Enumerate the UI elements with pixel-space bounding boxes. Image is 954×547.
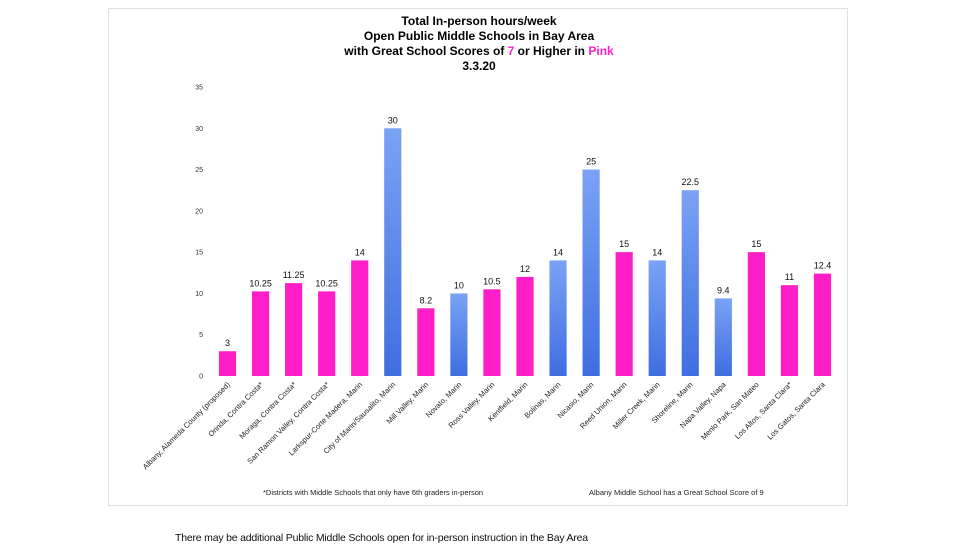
y-tick-label: 20	[195, 208, 203, 215]
chart-title-date: 3.3.20	[462, 59, 496, 73]
bar	[483, 289, 501, 376]
bar-value-label: 11	[785, 272, 794, 282]
category-label: Menlo Park, San Mateo	[699, 380, 761, 442]
bar	[318, 291, 336, 376]
bar	[615, 252, 633, 376]
category-label: Los Gatos, Santa Clara	[765, 379, 827, 441]
bar-value-label: 14	[355, 247, 365, 257]
bar-value-label: 25	[586, 157, 596, 167]
y-tick-label: 25	[195, 167, 203, 174]
bar-value-label: 11.25	[283, 270, 305, 280]
title-highlight-number: 7	[508, 44, 515, 58]
y-tick-label: 0	[199, 374, 203, 381]
chart-title-line-1: Total In-person hours/week	[401, 14, 556, 28]
bar-value-label: 10.25	[249, 278, 272, 288]
chart-title-line-2: Open Public Middle Schools in Bay Area	[364, 29, 595, 43]
bar	[747, 252, 765, 376]
bar	[516, 276, 534, 376]
bar	[218, 351, 237, 376]
bar-value-label: 12.4	[814, 261, 832, 271]
bar-value-label: 8.2	[420, 295, 433, 305]
bar	[648, 260, 666, 376]
bar	[681, 190, 699, 376]
footnote-6th-graders: *Districts with Middle Schools that only…	[263, 488, 483, 497]
y-tick-label: 5	[199, 332, 203, 339]
bar-value-label: 30	[388, 115, 398, 125]
bar	[714, 298, 732, 376]
value-labels: 3 10.25 11.25 10.25 14 30 8.2 10 10.5 12 14 25 15 14 2…	[225, 115, 831, 348]
chart-card: Total In-person hours/week Open Public M…	[108, 8, 848, 506]
category-labels: Albany, Alameda County (proposed)Orinda,…	[141, 379, 828, 471]
category-label: Orinda, Contra Costa*	[206, 380, 265, 439]
chart-title-line-3: with Great School Scores of 7 or Higher …	[343, 44, 614, 58]
bottom-caption: There may be additional Public Middle Sc…	[175, 532, 588, 544]
bar-value-label: 22.5	[681, 177, 699, 187]
footnote-albany-score: Albany Middle School has a Great School …	[589, 488, 764, 497]
bar-chart: Total In-person hours/week Open Public M…	[141, 14, 832, 497]
y-tick-label: 35	[195, 85, 203, 92]
bar-value-label: 14	[553, 247, 563, 257]
bar	[251, 291, 270, 376]
bar-value-label: 15	[751, 239, 761, 249]
bar	[780, 285, 799, 376]
bar-value-label: 14	[652, 247, 662, 257]
bar	[285, 283, 303, 376]
bar	[549, 260, 567, 376]
bar-value-label: 10.25	[315, 278, 338, 288]
y-tick-label: 15	[195, 250, 203, 257]
bar	[384, 128, 402, 376]
bar-value-label: 10.5	[483, 276, 501, 286]
y-tick-label: 30	[195, 126, 203, 133]
bars	[218, 128, 832, 376]
bar	[417, 308, 435, 376]
category-label: Moraga, Contra Costa*	[237, 380, 298, 441]
bar	[450, 293, 468, 376]
bar-value-label: 3	[225, 338, 230, 348]
category-label: Los Altos, Santa Clara*	[733, 380, 794, 441]
bar	[813, 273, 832, 376]
bar-value-label: 15	[619, 239, 629, 249]
bar	[351, 260, 369, 376]
title-highlight-word: Pink	[588, 44, 614, 58]
y-tick-label: 10	[195, 291, 203, 298]
y-axis: 0 5 10 15 20 25 30 35	[195, 85, 203, 381]
bar-value-label: 12	[520, 264, 530, 274]
bar	[582, 169, 600, 376]
bar-value-label: 10	[454, 280, 464, 290]
bar-value-label: 9.4	[717, 285, 730, 295]
